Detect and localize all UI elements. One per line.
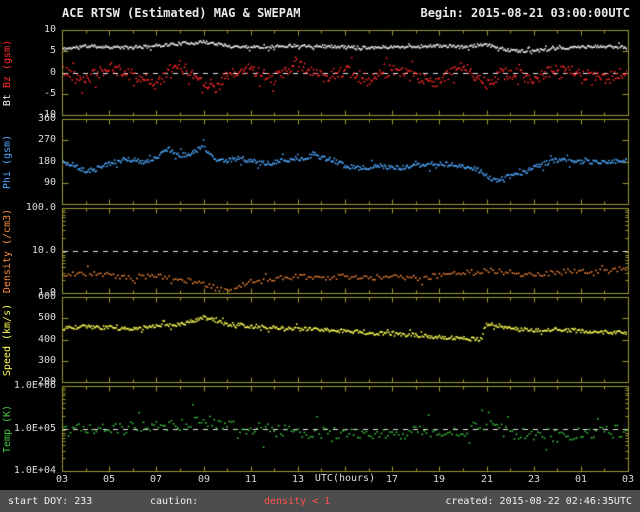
x-tick-label: 03	[55, 474, 69, 485]
y-tick-label: 5	[49, 45, 56, 56]
start-doy-label: start DOY: 233	[8, 496, 93, 507]
y-axis-label-text: Phi (gsm)	[2, 134, 14, 188]
y-tick-label: -5	[43, 88, 56, 99]
y-tick-label: 300	[37, 355, 56, 366]
y-tick-label: 90	[43, 177, 56, 188]
x-tick-label: 13	[291, 474, 305, 485]
y-axis-label-part: Bz (gsm)	[2, 39, 14, 88]
y-tick-label: 1.0	[37, 287, 56, 298]
y-tick-label: 10.0	[31, 245, 56, 256]
x-tick-label: 17	[385, 474, 399, 485]
x-tick-label: 19	[432, 474, 446, 485]
y-tick-label: 360	[37, 113, 56, 124]
x-tick-label: 01	[574, 474, 588, 485]
y-tick-label: 100.0	[25, 202, 56, 213]
x-tick-label: 09	[197, 474, 211, 485]
y-tick-label: 600	[37, 291, 56, 302]
y-axis-label-part: Phi (gsm)	[2, 134, 13, 189]
begin-timestamp: Begin: 2015-08-21 03:00:00UTC	[420, 6, 630, 20]
y-tick-label: 270	[37, 134, 56, 145]
created-timestamp: created: 2015-08-22 02:46:35UTC	[445, 496, 632, 507]
y-axis-label-part: Temp (K)	[2, 404, 14, 453]
y-tick-label: 500	[37, 312, 56, 323]
y-axis-label: Bt Bz (gsm)	[0, 30, 16, 115]
y-axis-label-text: Bt Bz (gsm)	[2, 39, 14, 105]
y-axis-label: Speed (km/s)	[0, 297, 16, 382]
y-tick-label: 10	[43, 24, 56, 35]
y-tick-label: 1.0E+05	[13, 423, 56, 434]
y-axis-label: Phi (gsm)	[0, 119, 16, 204]
caution-label: caution:	[150, 496, 199, 507]
y-tick-label: -10	[37, 109, 56, 120]
x-tick-label: 07	[149, 474, 163, 485]
y-axis-label: Density (/cm3)	[0, 208, 16, 293]
y-axis-label-part: Bt	[2, 87, 14, 106]
y-axis-label-part: Speed (km/s)	[2, 303, 13, 376]
y-tick-label: 400	[37, 334, 56, 345]
caution-value: density < 1	[264, 496, 331, 507]
x-tick-label: 03	[621, 474, 635, 485]
y-tick-label: 0	[49, 67, 56, 78]
y-axis-label-text: Temp (K)	[2, 404, 14, 452]
x-tick-label: 05	[102, 474, 116, 485]
y-axis-label-text: Speed (km/s)	[2, 303, 14, 375]
y-tick-label: 180	[37, 156, 56, 167]
y-tick-label: 1.0E+06	[13, 380, 56, 391]
x-tick-label: 11	[244, 474, 258, 485]
x-tick-label: 23	[527, 474, 541, 485]
x-axis-title: UTC(hours)	[311, 473, 379, 484]
chart-title: ACE RTSW (Estimated) MAG & SWEPAM	[62, 6, 301, 20]
y-tick-label: 200	[37, 376, 56, 387]
footer-bar: start DOY: 233 caution: density < 1 crea…	[0, 490, 640, 512]
x-tick-label: 21	[480, 474, 494, 485]
y-axis-label: Temp (K)	[0, 386, 16, 471]
y-tick-label: 1.0E+04	[13, 465, 56, 476]
y-axis-label-part: Density (/cm3)	[2, 208, 14, 293]
y-axis-label-text: Density (/cm3)	[2, 208, 14, 292]
